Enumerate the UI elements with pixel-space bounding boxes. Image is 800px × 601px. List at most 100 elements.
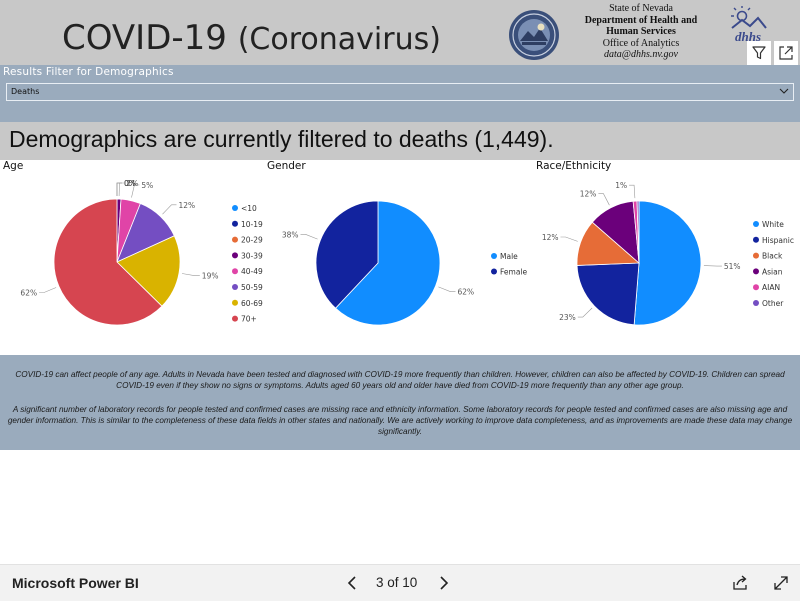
- pie-slice-male[interactable]: [334, 200, 441, 326]
- race-ethnicity-chart[interactable]: Race/Ethnicity 51% 23% 12% 12% 1% White Hispan…: [533, 160, 800, 355]
- data-label: 0%: [124, 179, 136, 188]
- next-page-button[interactable]: [434, 573, 454, 593]
- agency-contact-email: data@dhhs.nv.gov: [603, 49, 678, 60]
- share-button[interactable]: [729, 573, 751, 593]
- legend-item[interactable]: 20-29: [241, 236, 263, 245]
- nevada-state-seal-icon: [509, 10, 559, 60]
- age-note: COVID-19 can affect people of any age. A…: [15, 370, 785, 391]
- data-label: 1%: [615, 181, 627, 190]
- legend-item[interactable]: White: [762, 220, 784, 229]
- legend-item[interactable]: <10: [241, 204, 257, 213]
- legend-item[interactable]: AIAN: [762, 283, 780, 292]
- filter-label: Results Filter for Demographics: [3, 66, 174, 78]
- leader-line: [577, 307, 593, 318]
- pie-slice-other[interactable]: [636, 200, 640, 264]
- age-pie-chart: 0%0%0%1% 5%12%19%62%<1010-1920-2930-3940-…: [20, 179, 263, 326]
- chevron-down-icon: [779, 88, 789, 94]
- filter-status-banner: Demographics are currently filtered to d…: [0, 122, 800, 160]
- fullscreen-button[interactable]: [770, 573, 792, 593]
- demographics-filter-dropdown[interactable]: Deaths: [6, 83, 794, 101]
- legend-item[interactable]: Asian: [762, 267, 783, 276]
- leader-line: [39, 287, 57, 293]
- dhhs-logo-icon: dhhs: [731, 6, 767, 44]
- legend-marker: [753, 284, 759, 291]
- legend-marker: [491, 253, 497, 259]
- legend-item[interactable]: 50-59: [241, 283, 263, 292]
- leader-line: [629, 184, 636, 199]
- pie-slice-60-69[interactable]: [116, 235, 181, 307]
- legend-item[interactable]: Other: [762, 299, 784, 308]
- agency-line: Office of Analytics: [602, 37, 680, 49]
- dhhs-logo-text: dhhs: [735, 29, 761, 44]
- chart-title: Gender: [267, 160, 306, 172]
- leader-line: [181, 273, 200, 276]
- page-indicator: 3 of 10: [376, 575, 418, 590]
- legend-item[interactable]: 40-49: [241, 267, 263, 276]
- legend-marker: [753, 221, 759, 227]
- demographics-filter-panel: Results Filter for Demographics Deaths: [0, 65, 800, 122]
- legend-marker: [232, 284, 238, 290]
- legend-marker: [232, 315, 238, 322]
- previous-page-button[interactable]: [342, 573, 362, 593]
- agency-line: Human Services: [606, 26, 676, 37]
- data-label: 62%: [20, 289, 37, 298]
- chart-title: Age: [3, 160, 24, 172]
- pie-slice-70-[interactable]: [53, 198, 163, 326]
- power-bi-brand: Microsoft Power BI: [12, 575, 139, 591]
- share-icon: [733, 575, 747, 590]
- age-chart[interactable]: Age 0% 0% 0% 1% 5% 12% 19% 62% <10 10-19 20-29 30-3…: [0, 160, 263, 355]
- legend-item[interactable]: 60-69: [241, 299, 263, 308]
- filter-pane-button[interactable]: [747, 41, 771, 65]
- agency-line: State of Nevada: [609, 3, 673, 14]
- pie-slice-female[interactable]: [315, 200, 379, 309]
- leader-line: [118, 182, 125, 197]
- chevron-left-icon: [347, 576, 356, 590]
- legend-marker: [232, 220, 238, 227]
- pie-slice-hispanic[interactable]: [576, 262, 640, 326]
- legend-marker: [753, 300, 759, 306]
- legend-marker: [753, 252, 759, 259]
- legend-item[interactable]: 70+: [241, 315, 257, 324]
- data-label: 12%: [542, 233, 559, 242]
- report-header: COVID-19 (Coronavirus) State of Nevada D…: [0, 0, 800, 65]
- data-label: 0%: [124, 179, 136, 188]
- legend-marker: [491, 268, 497, 275]
- pie-slice-white[interactable]: [633, 200, 702, 326]
- race-ethnicity-pie-chart: 51% 23% 12% 12% 1% White Hispanic Black Asian AIA…: [542, 181, 794, 326]
- gender-pie-chart: 62% 38% Male Female: [282, 200, 528, 326]
- notes-panel: COVID-19 can affect people of any age. A…: [0, 355, 800, 450]
- data-label: 23%: [559, 313, 576, 322]
- legend-marker: [753, 268, 759, 275]
- chart-title: Race/Ethnicity: [536, 160, 612, 172]
- dropdown-selected-value: Deaths: [11, 87, 40, 96]
- legend-marker: [232, 205, 238, 211]
- chevron-right-icon: [440, 576, 449, 590]
- legend-item[interactable]: Hispanic: [762, 236, 794, 245]
- leader-line: [162, 204, 177, 215]
- focus-mode-button[interactable]: [774, 41, 798, 65]
- power-bi-footer: Microsoft Power BI 3 of 10: [0, 564, 800, 601]
- legend-marker: [232, 236, 238, 243]
- page-title: COVID-19 (Coronavirus): [62, 18, 441, 58]
- filter-status-text: Demographics are currently filtered to d…: [9, 126, 554, 152]
- legend-item[interactable]: Male: [500, 252, 518, 261]
- leader-line: [131, 184, 140, 198]
- data-label: 51%: [724, 262, 741, 271]
- gender-chart[interactable]: Gender 62% 38% Male Female: [264, 160, 534, 355]
- legend-item[interactable]: 10-19: [241, 220, 263, 229]
- legend-item[interactable]: 30-39: [241, 251, 263, 260]
- legend-marker: [232, 252, 238, 259]
- agency-line: Department of Health and: [584, 14, 698, 26]
- data-label: 62%: [458, 288, 475, 297]
- legend-item[interactable]: Female: [500, 268, 528, 277]
- data-label: 19%: [202, 272, 219, 281]
- legend-marker: [753, 236, 759, 243]
- legend-item[interactable]: Black: [762, 252, 783, 261]
- title-sub: (Coronavirus): [237, 22, 441, 57]
- title-main: COVID-19: [62, 18, 227, 58]
- data-label: 0%: [124, 179, 136, 188]
- legend-marker: [232, 268, 238, 275]
- data-label: 12%: [179, 201, 196, 210]
- data-label: 38%: [282, 230, 299, 239]
- data-completeness-note: A significant number of laboratory recor…: [7, 405, 793, 437]
